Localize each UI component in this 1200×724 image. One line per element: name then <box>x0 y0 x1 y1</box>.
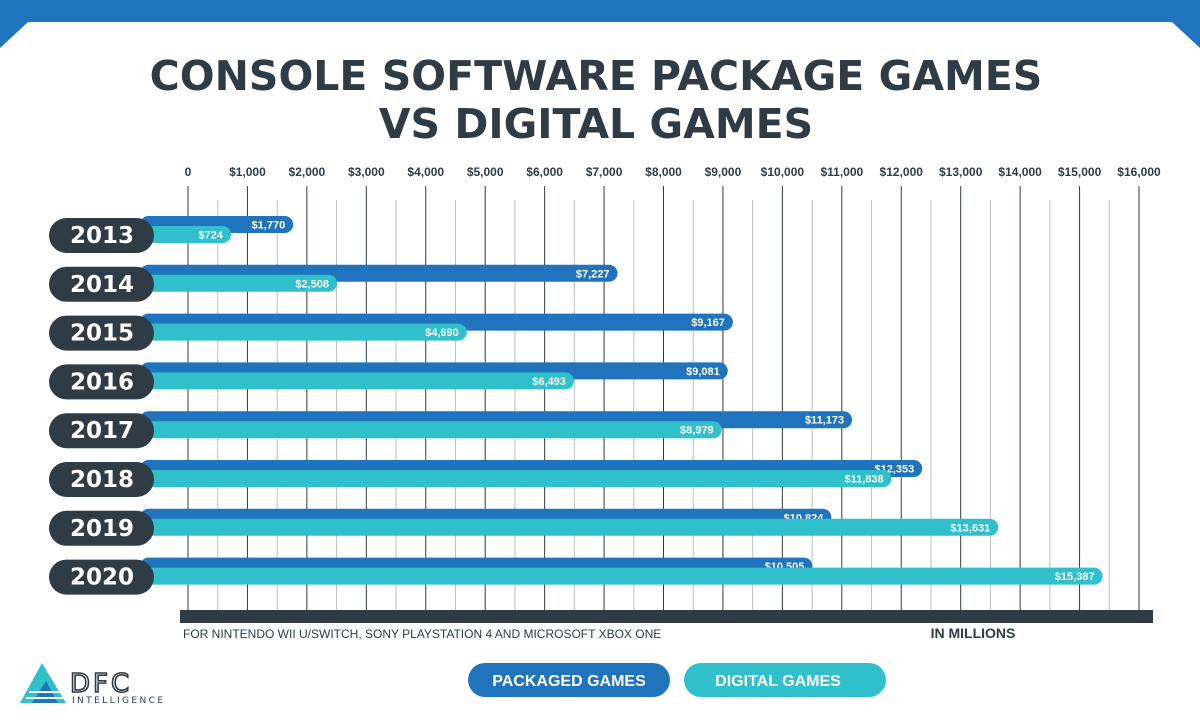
x-tick-label: $7,000 <box>586 165 623 179</box>
unit-label: IN MILLIONS <box>931 625 1016 641</box>
year-label-2019: 2019 <box>70 516 134 542</box>
x-tick-label: $9,000 <box>705 165 742 179</box>
x-tick-label: $5,000 <box>467 165 504 179</box>
gridlines <box>187 186 1140 612</box>
year-label-2018: 2018 <box>70 467 134 493</box>
label-packaged-2013: $1,770 <box>252 220 286 232</box>
bar-digital-2019 <box>140 518 999 536</box>
x-tick-label: $15,000 <box>1058 165 1102 179</box>
legend-digital-swatch <box>684 663 886 697</box>
x-tick-label: $14,000 <box>998 165 1042 179</box>
x-tick-label: $12,000 <box>880 165 924 179</box>
year-label-2016: 2016 <box>70 369 134 395</box>
label-digital-2013: $724 <box>199 230 224 242</box>
x-tick-label: $13,000 <box>939 165 983 179</box>
legend-packaged-swatch <box>468 663 670 697</box>
year-label-2014: 2014 <box>70 272 134 298</box>
logo-subtext: INTELLIGENCE <box>72 696 165 706</box>
bars: $1,770 $724 $7,227 $2,508 $9,167 $4,690 $9,081… <box>140 216 1103 585</box>
label-packaged-2014: $7,227 <box>576 268 610 280</box>
bar-digital-2014 <box>140 274 338 292</box>
label-digital-2018: $11,838 <box>844 474 883 486</box>
legend-packaged-label: PACKAGED GAMES <box>492 673 646 690</box>
x-tick-label: 0 <box>185 165 192 179</box>
bar-digital-2018 <box>140 470 892 487</box>
x-tick-label: $6,000 <box>526 165 563 179</box>
label-digital-2015: $4,690 <box>425 327 459 339</box>
x-tick-label: $3,000 <box>348 165 385 179</box>
label-digital-2014: $2,508 <box>295 278 329 290</box>
year-pill-2017 <box>49 413 154 449</box>
year-pill-2015 <box>49 315 154 351</box>
label-digital-2020: $15,387 <box>1055 571 1095 583</box>
bar-digital-2015 <box>140 323 467 341</box>
bar-digital-2013 <box>140 226 232 243</box>
label-digital-2019: $13,631 <box>950 522 990 534</box>
label-digital-2016: $6,493 <box>532 376 566 388</box>
footnote: FOR NINTENDO WII U/SWITCH, SONY PLAYSTAT… <box>183 627 661 641</box>
year-pill-2013 <box>49 218 154 253</box>
legend-digital-label: DIGITAL GAMES <box>715 673 841 690</box>
logo-text: DFC <box>70 669 132 699</box>
bar-digital-2016 <box>140 372 574 390</box>
dfc-logo: DFC INTELLIGENCE <box>20 663 165 706</box>
x-tick-label: $10,000 <box>761 165 805 179</box>
year-pill-2014 <box>49 266 154 302</box>
bar-digital-2020 <box>140 567 1103 585</box>
label-packaged-2015: $9,167 <box>691 317 725 329</box>
x-tick-label: $16,000 <box>1117 165 1161 179</box>
chart-title-line-2: VS DIGITAL GAMES <box>379 100 813 148</box>
x-tick-label: $1,000 <box>229 165 266 179</box>
year-pill-2016 <box>49 364 154 400</box>
logo-stripe-1 <box>26 697 66 699</box>
year-label-2020: 2020 <box>70 565 134 591</box>
header-band <box>0 0 1200 48</box>
year-labels: 2013 2014 2015 2016 2017 2018 2019 2020 <box>49 218 154 595</box>
year-label-2015: 2015 <box>70 321 134 347</box>
year-pill-2018 <box>49 462 154 497</box>
bar-digital-2017 <box>140 421 722 439</box>
chart-title-line-1: CONSOLE SOFTWARE PACKAGE GAMES <box>150 52 1043 100</box>
label-packaged-2017: $11,173 <box>805 415 844 427</box>
year-pill-2020 <box>49 559 154 595</box>
x-tick-label: $8,000 <box>645 165 682 179</box>
logo-stripe-2 <box>29 691 63 693</box>
x-tick-label: $2,000 <box>289 165 326 179</box>
label-packaged-2016: $9,081 <box>686 366 720 378</box>
x-tick-label: $11,000 <box>820 165 863 179</box>
x-axis-baseline <box>180 610 1153 623</box>
x-tick-label: $4,000 <box>407 165 444 179</box>
year-label-2013: 2013 <box>70 223 134 249</box>
label-digital-2017: $8,979 <box>680 425 714 437</box>
year-pill-2019 <box>49 510 154 546</box>
year-label-2017: 2017 <box>70 418 134 444</box>
legend: PACKAGED GAMES DIGITAL GAMES <box>468 663 886 697</box>
x-axis-ticks: 0 $1,000 $2,000 $3,000 $4,000 $5,000 $6,000 $7,… <box>185 165 1161 179</box>
